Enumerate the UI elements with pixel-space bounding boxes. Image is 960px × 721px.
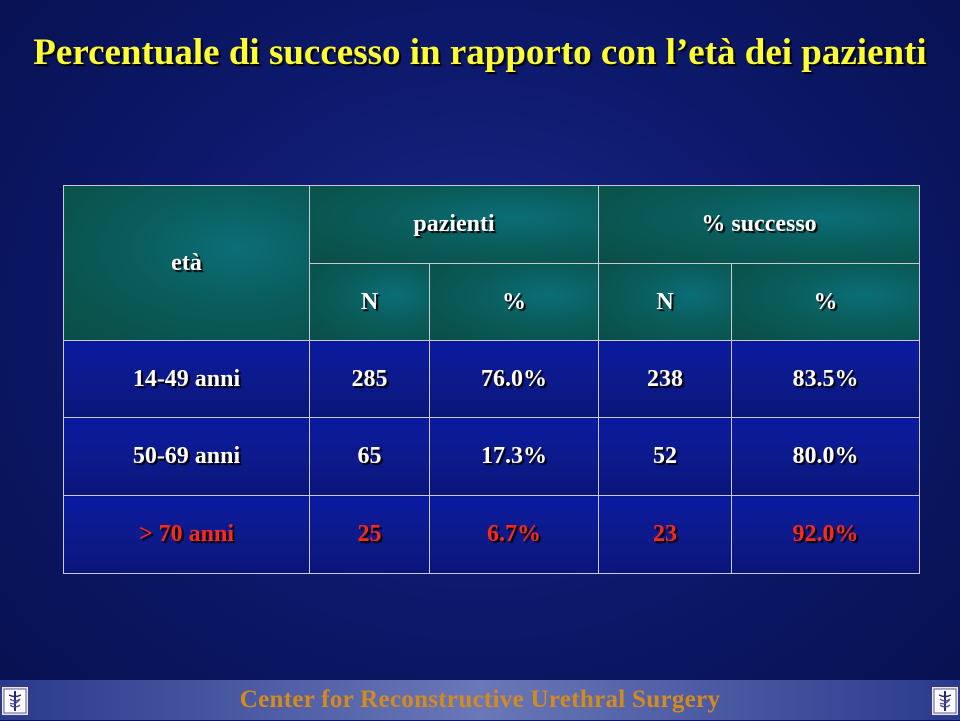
footer-bar: Center for Reconstructive Urethral Surge…	[0, 680, 960, 720]
header-success: % successo	[598, 185, 921, 264]
table-row-highlight: > 70 anni 25 6.7% 23 92.0%	[63, 495, 921, 574]
row-success-n: 52	[598, 417, 733, 496]
row-age: > 70 anni	[63, 495, 310, 574]
row-patients-n: 285	[309, 340, 430, 418]
success-by-age-table: età pazienti % successo N % N % 14-49 an…	[63, 185, 921, 574]
table-header-row: età pazienti % successo	[63, 185, 921, 341]
row-success-pct: 92.0%	[731, 495, 921, 574]
row-patients-pct: 76.0%	[428, 340, 600, 418]
header-age: età	[63, 185, 310, 341]
header-patients-pct: %	[428, 263, 600, 341]
row-success-n: 23	[598, 495, 733, 574]
table-row: 14-49 anni 285 76.0% 238 83.5%	[63, 340, 921, 418]
row-success-pct: 83.5%	[731, 340, 921, 418]
footer-title: Center for Reconstructive Urethral Surge…	[239, 686, 721, 713]
slide-title: Percentuale di successo in rapporto con …	[33, 32, 927, 73]
row-success-pct: 80.0%	[731, 417, 921, 496]
table-row: 50-69 anni 65 17.3% 52 80.0%	[63, 417, 921, 496]
row-patients-n: 25	[309, 495, 430, 574]
row-patients-pct: 17.3%	[428, 417, 600, 496]
caduceus-logo-icon	[931, 686, 959, 716]
caduceus-logo-icon	[1, 686, 29, 716]
row-patients-n: 65	[309, 417, 430, 496]
row-patients-pct: 6.7%	[428, 495, 600, 574]
table-subheader-row: N % N %	[64, 263, 921, 341]
row-age: 14-49 anni	[63, 340, 310, 418]
header-patients-n: N	[309, 263, 430, 341]
row-success-n: 238	[598, 340, 733, 418]
header-success-n: N	[598, 263, 733, 341]
header-patients: pazienti	[308, 185, 600, 264]
header-success-pct: %	[731, 263, 921, 341]
row-age: 50-69 anni	[63, 417, 310, 496]
